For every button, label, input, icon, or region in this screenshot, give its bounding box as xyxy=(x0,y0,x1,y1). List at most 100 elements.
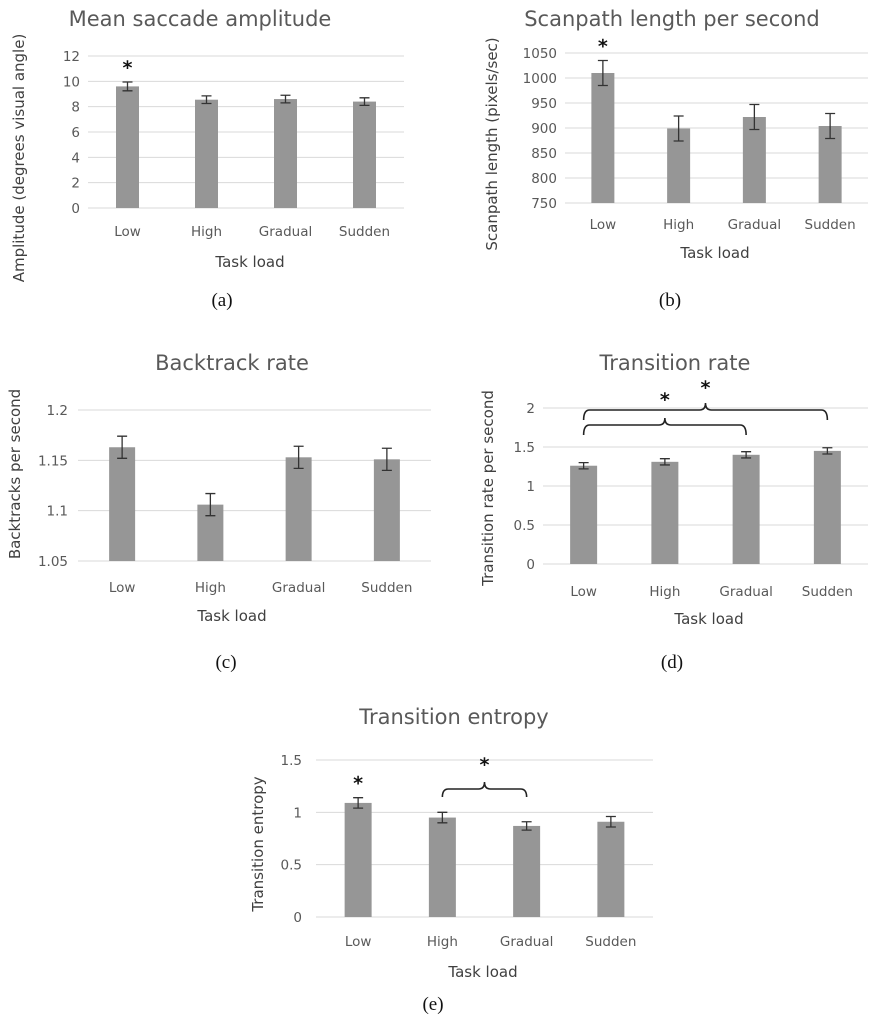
y-tick-label: 1.15 xyxy=(38,453,68,469)
significance-star: * xyxy=(660,389,670,411)
bar xyxy=(732,454,760,564)
y-tick-label: 4 xyxy=(71,150,80,166)
error-bar xyxy=(749,103,760,131)
chart-title: Transition rate xyxy=(599,351,751,375)
x-tick-label: Gradual xyxy=(728,217,781,233)
x-tick-label: High xyxy=(663,217,694,233)
error-bar xyxy=(825,112,836,140)
error-bar xyxy=(201,95,212,105)
y-tick-label: 1.2 xyxy=(47,403,68,419)
error-bar xyxy=(578,461,589,470)
significance-bracket xyxy=(441,781,528,798)
significance-star: * xyxy=(598,36,608,58)
bar xyxy=(195,99,218,208)
x-tick-label: High xyxy=(649,584,680,600)
bar xyxy=(667,128,691,203)
x-axis-label: Task load xyxy=(447,963,517,981)
error-bar xyxy=(822,447,833,455)
bar xyxy=(591,73,615,203)
chart-title: Transition entropy xyxy=(358,705,548,729)
y-tick-label: 8 xyxy=(71,100,80,116)
y-tick-label: 1.5 xyxy=(514,440,535,456)
chart-panel-a: Mean saccade amplitude Task load Amplitu… xyxy=(10,7,404,311)
chart-title: Backtrack rate xyxy=(155,351,309,375)
significance-star: * xyxy=(701,377,711,399)
y-tick-label: 1.05 xyxy=(38,554,68,570)
significance-star: * xyxy=(480,754,490,776)
chart-title: Mean saccade amplitude xyxy=(69,7,332,31)
error-bar xyxy=(673,115,684,142)
bar xyxy=(428,817,456,917)
x-tick-label: Low xyxy=(345,934,372,950)
bar xyxy=(116,86,139,208)
chart-title: Scanpath length per second xyxy=(524,7,820,31)
y-axis-label: Amplitude (degrees visual angle) xyxy=(10,34,28,283)
y-tick-label: 950 xyxy=(531,96,557,112)
chart-panel-e: Transition entropy Task load Transition … xyxy=(249,705,653,1015)
x-tick-label: High xyxy=(195,580,226,596)
y-tick-label: 1.5 xyxy=(281,753,302,769)
x-tick-label: Gradual xyxy=(259,224,312,240)
bar xyxy=(109,447,136,561)
error-bar xyxy=(437,811,448,824)
y-tick-label: 2 xyxy=(526,401,535,417)
y-tick-label: 0.5 xyxy=(281,858,302,874)
significance-star: * xyxy=(123,57,133,79)
error-bar xyxy=(605,815,616,828)
error-bar xyxy=(280,94,291,104)
bar xyxy=(373,459,400,561)
error-bar xyxy=(293,445,304,470)
x-axis-label: Task load xyxy=(196,607,266,625)
chart-panel-b: Scanpath length per second Task load Sca… xyxy=(483,7,868,311)
y-tick-label: 0 xyxy=(71,201,80,217)
x-tick-label: Sudden xyxy=(585,934,636,950)
bar xyxy=(570,465,598,564)
error-bar xyxy=(122,81,133,92)
y-tick-label: 0 xyxy=(526,557,535,573)
error-bar xyxy=(597,59,608,87)
y-tick-label: 1050 xyxy=(523,46,557,62)
y-axis-label: Transition rate per second xyxy=(479,390,497,587)
chart-panel-d: Transition rate Task load Transition rat… xyxy=(479,351,868,673)
error-bar xyxy=(353,797,364,809)
y-tick-label: 1 xyxy=(293,805,302,821)
x-tick-label: Sudden xyxy=(805,217,856,233)
significance-bracket xyxy=(582,402,829,421)
y-tick-label: 1000 xyxy=(523,71,557,87)
error-bar xyxy=(359,97,370,107)
error-bar xyxy=(205,492,216,517)
y-tick-label: 10 xyxy=(63,74,80,90)
x-axis-label: Task load xyxy=(214,253,284,271)
error-bar xyxy=(521,821,532,831)
bar xyxy=(742,117,766,203)
x-tick-label: Low xyxy=(590,217,617,233)
x-tick-label: Sudden xyxy=(802,584,853,600)
x-tick-label: Low xyxy=(114,224,141,240)
y-tick-label: 900 xyxy=(531,121,557,137)
bar xyxy=(274,99,297,208)
y-tick-label: 12 xyxy=(63,49,80,65)
chart-panel-c: Backtrack rate Task load Backtracks per … xyxy=(6,351,431,673)
y-axis-label: Scanpath length (pixels/sec) xyxy=(483,37,501,250)
error-bar xyxy=(381,447,392,472)
panel-caption: (d) xyxy=(661,652,683,673)
x-tick-label: Low xyxy=(109,580,136,596)
y-axis-label: Transition entropy xyxy=(249,776,267,912)
panel-caption: (a) xyxy=(211,290,232,311)
bar xyxy=(344,802,372,917)
x-tick-label: Low xyxy=(570,584,597,600)
x-tick-label: High xyxy=(427,934,458,950)
bar xyxy=(513,825,541,917)
x-axis-label: Task load xyxy=(679,244,749,262)
significance-star: * xyxy=(353,773,363,795)
panel-caption: (b) xyxy=(659,290,681,311)
y-tick-label: 800 xyxy=(531,171,557,187)
y-tick-label: 0.5 xyxy=(514,518,535,534)
error-bar xyxy=(117,435,128,459)
panel-caption: (c) xyxy=(215,652,236,673)
significance-bracket xyxy=(582,417,747,436)
y-tick-label: 0 xyxy=(293,910,302,926)
x-tick-label: Gradual xyxy=(719,584,772,600)
bar xyxy=(813,450,841,564)
